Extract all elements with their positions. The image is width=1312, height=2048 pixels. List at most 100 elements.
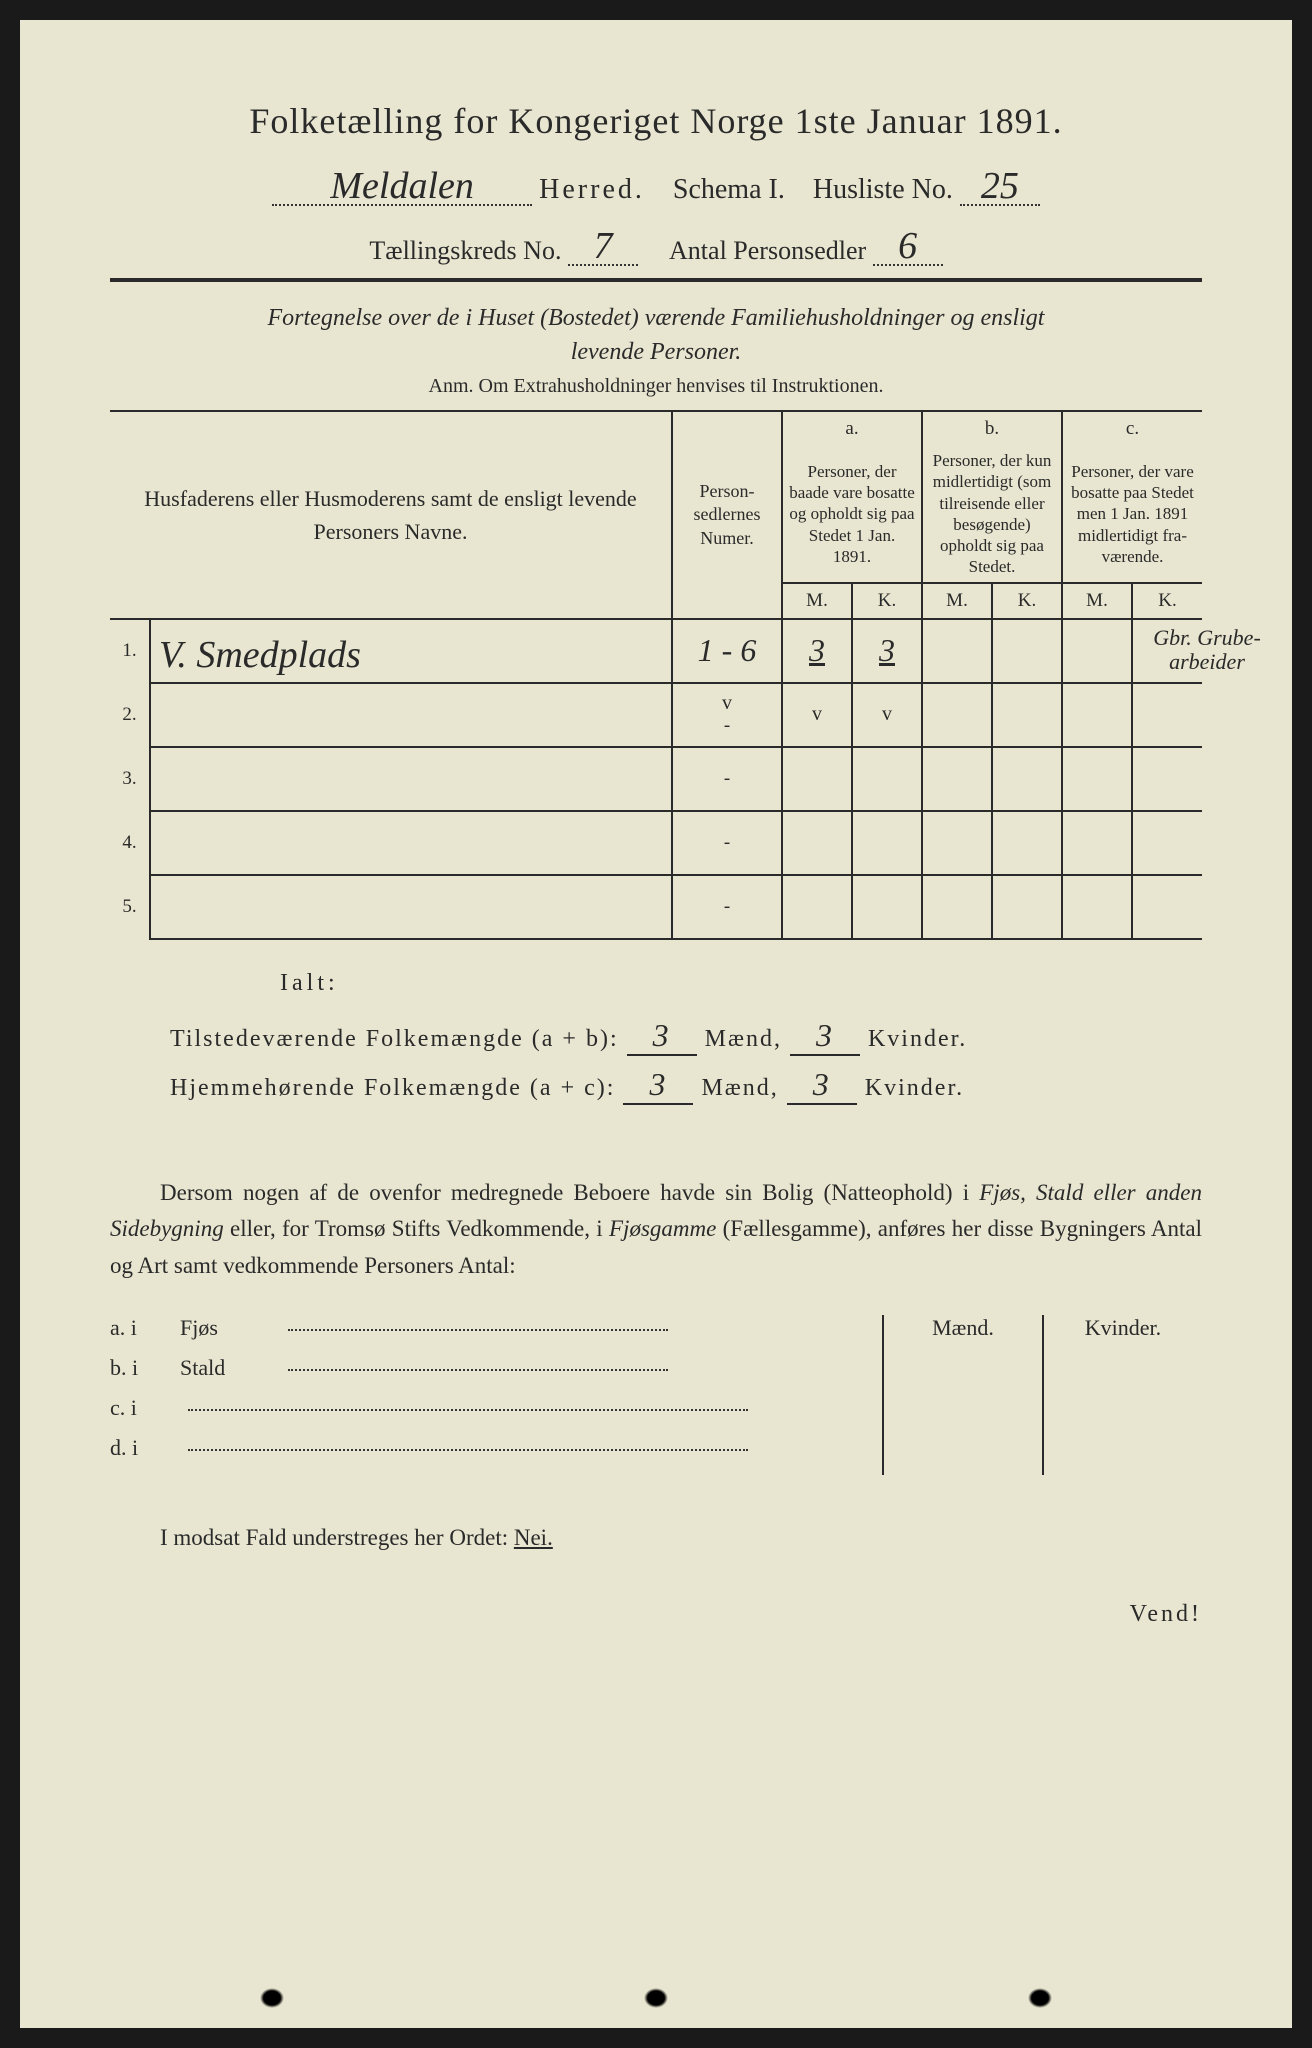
col-c-text: Personer, der vare bosatte paa Stedet me… [1062, 446, 1202, 583]
row-personsedler: - [672, 875, 782, 939]
row-personsedler: - [672, 811, 782, 875]
row-ck: Gbr. Grube-arbeider [1132, 619, 1202, 683]
row-am: v [782, 683, 852, 747]
schema-label: Schema I. [673, 174, 785, 205]
antal-label: Antal Personsedler [669, 236, 866, 265]
subtitle-line2: levende Personer. [571, 339, 742, 365]
row-bm [922, 619, 992, 683]
binding-holes [20, 1988, 1292, 2008]
row-name [150, 683, 672, 747]
row-ck [1132, 747, 1202, 811]
row-bm [922, 811, 992, 875]
side-row: b. iStald [110, 1355, 882, 1381]
col-personsedler: Person­sedler­nes Numer. [672, 411, 782, 619]
bottom-line: I modsat Fald understreges her Ordet: Ne… [110, 1525, 1202, 1551]
side-left: a. iFjøs b. iStald c. i d. i [110, 1315, 882, 1475]
side-right: Mænd. Kvinder. [882, 1315, 1202, 1475]
col-c-k: K. [1132, 583, 1202, 619]
dotted-line [280, 1315, 668, 1340]
totals-line1-label: Tilstedeværende Folkemængde (a + b): [170, 1026, 619, 1052]
maend-label-2: Mænd, [701, 1075, 778, 1101]
paragraph: Dersom nogen af de ovenfor medregnede Be… [110, 1175, 1202, 1285]
kvinder-label: Kvinder. [868, 1026, 967, 1052]
side-row: d. i [110, 1435, 882, 1461]
maend-label: Mænd, [705, 1026, 782, 1052]
row-bm [922, 747, 992, 811]
row-bm [922, 875, 992, 939]
col-b-label: b. [922, 411, 1062, 446]
side-col-maend: Mænd. [884, 1315, 1044, 1475]
husliste-label: Husliste No. [813, 174, 953, 205]
subtitle-line1: Fortegnelse over de i Huset (Bostedet) v… [268, 305, 1045, 331]
row-cm [1062, 811, 1132, 875]
table-row: 3. - [110, 747, 1202, 811]
row-cm [1062, 683, 1132, 747]
row-bk [992, 875, 1062, 939]
anm-note: Anm. Om Extrahusholdninger henvises til … [110, 375, 1202, 398]
census-form-page: Folketælling for Kongeriget Norge 1ste J… [20, 20, 1292, 2028]
table-row: 5.- [110, 875, 1202, 939]
side-col-kvinder: Kvinder. [1044, 1315, 1202, 1475]
kreds-label: Tællingskreds No. [369, 236, 561, 265]
col-b-text: Personer, der kun midler­tidigt (som til… [922, 446, 1062, 583]
row-personsedler: 1 - 6 [672, 619, 782, 683]
census-table: Husfaderens eller Husmoderens samt de en… [110, 410, 1202, 940]
herred-label: Herred. [539, 174, 645, 205]
col-c-m: M. [1062, 583, 1132, 619]
row-name [150, 747, 672, 811]
col-names: Husfaderens eller Husmoderens samt de en… [110, 411, 672, 619]
row-am [782, 747, 852, 811]
row-am: 3 [782, 619, 852, 683]
table-row: 4. - [110, 811, 1202, 875]
row-ak: v [852, 683, 922, 747]
subtitle: Fortegnelse over de i Huset (Bostedet) v… [110, 302, 1202, 369]
totals-line-2: Hjemmehørende Folkemængde (a + c): 3 Mæn… [170, 1066, 1202, 1105]
row-personsedler: - [672, 747, 782, 811]
table-row: 2.v-vv [110, 683, 1202, 747]
side-table: a. iFjøs b. iStald c. i d. i Mænd. Kvinder. [110, 1315, 1202, 1475]
row-ak [852, 747, 922, 811]
para-t1: Dersom nogen af de ovenfor medregnede Be… [160, 1180, 979, 1205]
row-ck [1132, 811, 1202, 875]
side-row: a. iFjøs [110, 1315, 882, 1341]
vend-label: Vend! [110, 1601, 1202, 1628]
side-row-label: c. i [110, 1395, 180, 1421]
para-t2: eller, for Tromsø Stifts Ved­kommende, i [224, 1216, 609, 1241]
row-ak: 3 [852, 619, 922, 683]
side-row-name: Fjøs [180, 1315, 280, 1341]
bottom-nei: Nei. [514, 1525, 553, 1550]
kreds-value: 7 [593, 225, 612, 267]
total-1-m: 3 [653, 1017, 671, 1053]
row-number: 4. [110, 811, 150, 875]
row-name [150, 811, 672, 875]
row-bk [992, 747, 1062, 811]
hole-icon [260, 1988, 284, 2008]
row-ak [852, 811, 922, 875]
hole-icon [644, 1988, 668, 2008]
row-bk [992, 683, 1062, 747]
col-b-k: K. [992, 583, 1062, 619]
side-row-label: d. i [110, 1435, 180, 1461]
side-row: c. i [110, 1395, 882, 1421]
bottom-text: I modsat Fald understreges her Ordet: [160, 1525, 514, 1550]
col-a-label: a. [782, 411, 922, 446]
row-name [150, 875, 672, 939]
para-i2: Fjøsgamme [609, 1216, 716, 1241]
row-number: 1. [110, 619, 150, 683]
col-c-label: c. [1062, 411, 1202, 446]
row-number: 3. [110, 747, 150, 811]
row-cm [1062, 619, 1132, 683]
row-am [782, 875, 852, 939]
totals-block: Ialt: Tilstedeværende Folkemængde (a + b… [110, 970, 1202, 1105]
totals-line2-label: Hjemmehørende Folkemængde (a + c): [170, 1075, 615, 1101]
total-1-k: 3 [816, 1017, 834, 1053]
page-title: Folketælling for Kongeriget Norge 1ste J… [110, 100, 1202, 142]
row-ak [852, 875, 922, 939]
row-name: V. Smedplads [150, 619, 672, 683]
totals-line-1: Tilstedeværende Folkemængde (a + b): 3 M… [170, 1017, 1202, 1056]
divider [110, 278, 1202, 282]
husliste-value: 25 [981, 165, 1019, 207]
row-bk [992, 811, 1062, 875]
row-cm [1062, 747, 1132, 811]
herred-value: Meldalen [330, 165, 474, 207]
